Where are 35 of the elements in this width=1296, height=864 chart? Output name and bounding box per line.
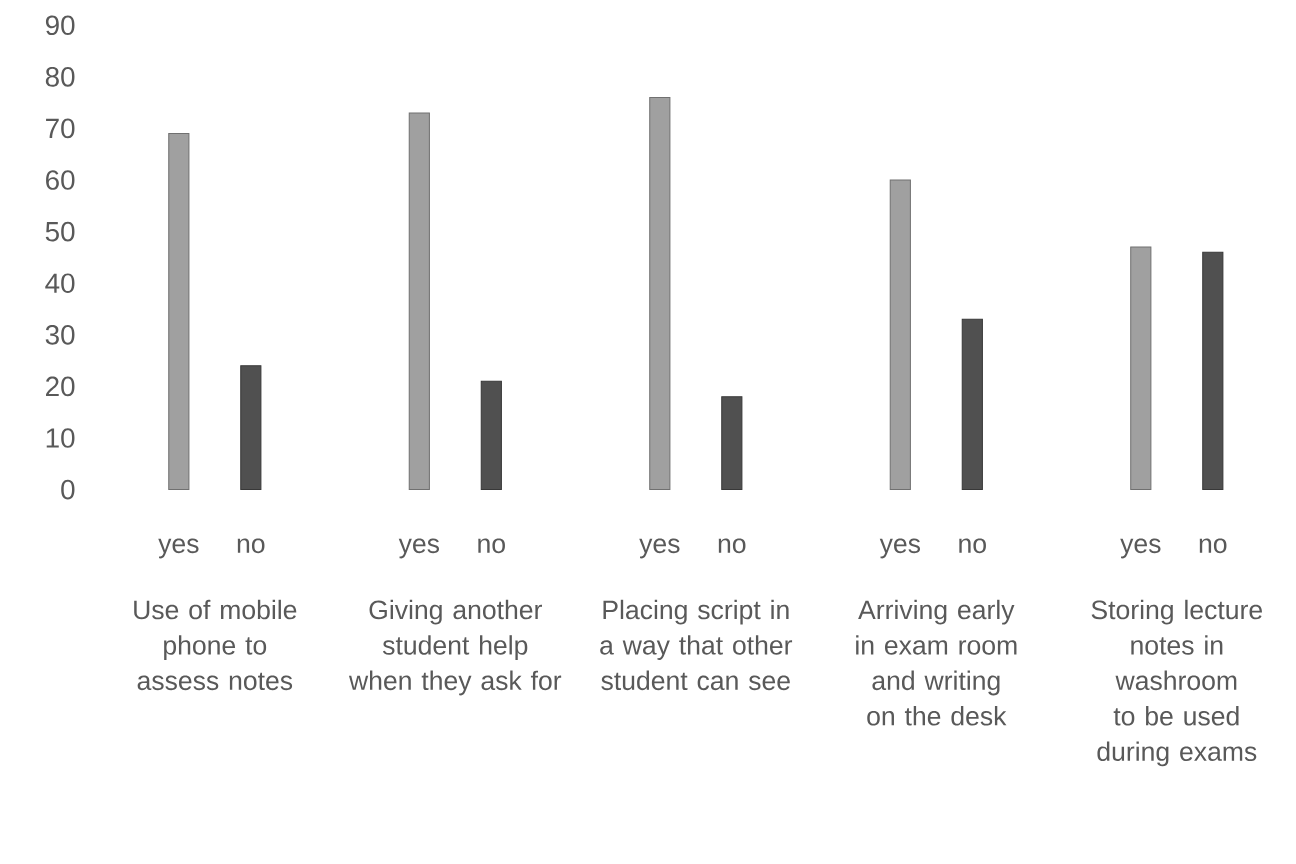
bar [1130,246,1152,491]
series-label: yes [398,538,440,559]
bar [240,365,262,491]
y-tick-label: 90 [45,15,75,36]
y-tick-label: 0 [61,479,75,500]
text: yes [158,538,199,559]
series-label: no [237,538,265,554]
y-tick-label: 70 [46,118,75,139]
text: yes [1120,538,1161,559]
y-tick-label: 50 [45,221,75,242]
text: no [959,538,986,554]
y-tick-label: 30 [45,324,75,345]
bar [961,318,983,491]
text: no [718,538,746,554]
bar [889,179,911,491]
y-tick-label: 80 [45,66,75,87]
y-tick-label: 10 [46,428,75,448]
x-tick-label: Arriving early in exam room and writing on the desk [856,599,1017,726]
text: no [478,538,505,554]
y-tick-label: 60 [46,170,75,190]
x-tick-label: Giving another student help when they ask for [348,599,562,696]
text: no [1199,538,1227,554]
text: yes [639,538,680,559]
text: yes [879,538,920,559]
bar [649,96,671,491]
y-tick-label: 20 [46,376,75,397]
bar [408,112,430,491]
bar [721,396,743,491]
x-tick-label: Placing script in a way that other student can see [600,599,793,691]
y-tick-label: 40 [45,273,75,294]
bar [168,133,190,491]
x-tick-label: Storing lecture notes in washroom to be used during exams [1091,599,1262,767]
bar [480,380,502,491]
bar [1202,251,1224,491]
x-tick-label: Use of mobile phone to assess notes [134,599,297,691]
